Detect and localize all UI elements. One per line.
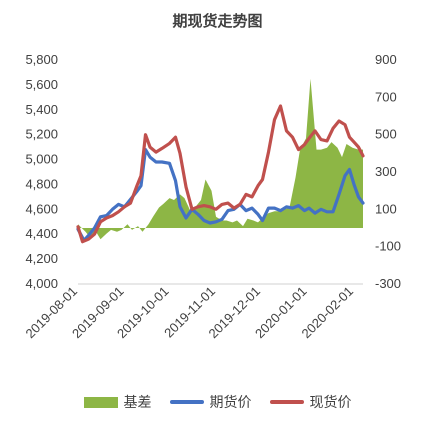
legend-label-futures: 期货价 [209, 394, 252, 410]
series-spot-line [76, 104, 365, 244]
legend: 基差 期货价 现货价 [0, 392, 435, 412]
y-left-tick-label: 4,200 [25, 251, 58, 266]
legend-item-spot: 现货价 [269, 392, 352, 412]
legend-swatch-futures [169, 400, 204, 404]
y-right-tick-label: -100 [375, 239, 401, 254]
y-right-tick-label: 300 [375, 164, 397, 179]
y-right-tick-label: 100 [375, 201, 397, 216]
legend-swatch-spot [269, 400, 304, 404]
y-right-tick-label: 500 [375, 127, 397, 142]
legend-item-futures: 期货价 [169, 392, 252, 412]
y-left-tick-label: 5,000 [25, 152, 58, 167]
y-left-tick-label: 4,000 [25, 276, 58, 291]
y-left-tick-label: 5,600 [25, 77, 58, 92]
y-right-tick-label: 900 [375, 52, 397, 67]
y-left-tick-label: 4,800 [25, 176, 58, 191]
series-basis-area [78, 78, 363, 240]
y-left-tick-label: 5,800 [25, 52, 58, 67]
legend-item-basis: 基差 [83, 392, 152, 412]
y-left-tick-label: 5,400 [25, 102, 58, 117]
y-left-tick-label: 4,400 [25, 226, 58, 241]
y-right-tick-label: -300 [375, 276, 401, 291]
legend-label-spot: 现货价 [309, 394, 352, 410]
y-left-tick-label: 4,600 [25, 201, 58, 216]
legend-label-basis: 基差 [123, 394, 152, 410]
legend-swatch-basis [83, 396, 118, 408]
chart-title: 期现货走势图 [172, 13, 263, 30]
y-right-tick-label: 700 [375, 89, 397, 104]
y-left-tick-label: 5,200 [25, 127, 58, 142]
